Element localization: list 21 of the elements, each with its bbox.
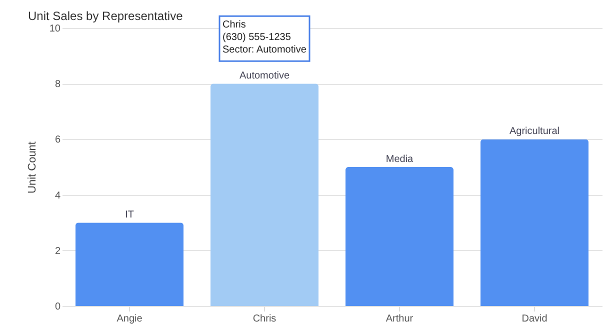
- chart-title: Unit Sales by Representative: [28, 9, 184, 24]
- y-tick-label: 4: [54, 190, 61, 202]
- y-tick-label: 2: [54, 246, 61, 257]
- y-axis-title: Unit Count: [26, 142, 38, 194]
- bar: [480, 139, 588, 306]
- bar: [210, 84, 318, 306]
- x-tick-label: Chris: [252, 314, 276, 324]
- y-tick-label: 0: [54, 302, 61, 312]
- y-tick-label: 10: [49, 24, 61, 34]
- data-label: Agricultural: [509, 126, 560, 138]
- data-label: Media: [386, 154, 414, 165]
- y-tick-label: 6: [54, 134, 61, 146]
- x-tick-label: Angie: [116, 314, 143, 324]
- x-tick-label: Arthur: [386, 314, 414, 324]
- x-tick-label: David: [522, 314, 548, 324]
- annotation: Chris (630) 555-1235 Sector: Automotive: [222, 20, 307, 56]
- bar: [346, 167, 454, 306]
- data-label: IT: [125, 210, 134, 221]
- bar: [76, 222, 184, 306]
- data-label: Automotive: [239, 70, 290, 82]
- y-tick-label: 8: [54, 79, 61, 90]
